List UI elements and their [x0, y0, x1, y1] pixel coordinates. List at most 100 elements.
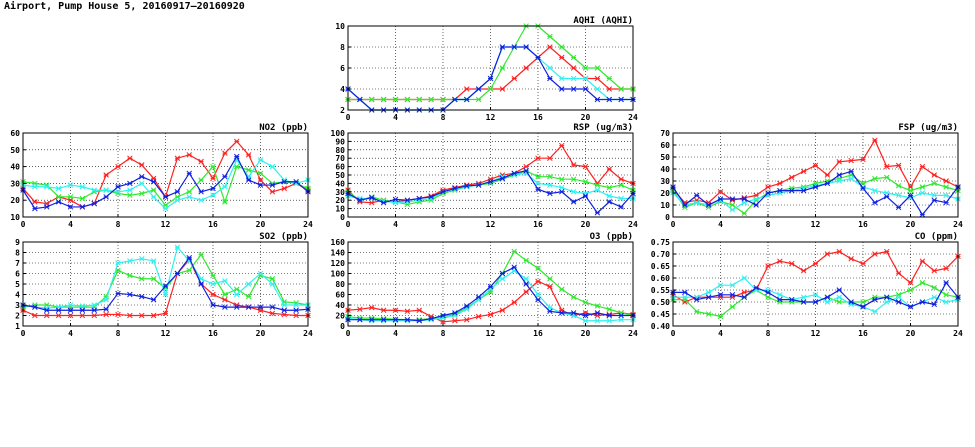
data-point-blue: [753, 284, 759, 291]
data-point-blue: [812, 299, 819, 305]
data-point-blue: [535, 54, 541, 61]
x-tick-label: 16: [533, 329, 543, 338]
data-point-green: [416, 96, 423, 103]
data-point-blue: [777, 296, 783, 303]
data-point-blue: [487, 283, 494, 290]
y-tick-label: 10: [660, 201, 670, 210]
y-tick-label: 4: [15, 291, 20, 300]
data-point-blue: [535, 186, 541, 193]
data-point-red: [570, 162, 577, 168]
x-tick-label: 20: [581, 220, 591, 229]
data-point-green: [440, 96, 446, 103]
data-point-cyan: [103, 187, 109, 193]
data-point-green: [523, 257, 529, 264]
data-point-blue: [919, 211, 926, 218]
data-point-blue: [883, 193, 890, 200]
data-point-blue: [788, 187, 795, 194]
y-tick-label: 2: [340, 106, 345, 115]
data-point-green: [138, 190, 145, 197]
data-point-green: [943, 184, 949, 190]
x-tick-label: 0: [671, 329, 676, 338]
y-tick-label: 0.40: [651, 322, 670, 331]
y-tick-label: 120: [331, 259, 346, 268]
data-point-red: [32, 312, 38, 319]
chart-title: FSP (ug/m3): [898, 123, 958, 133]
x-tick-label: 20: [256, 220, 266, 229]
data-point-cyan: [281, 302, 288, 308]
x-tick-label: 16: [208, 220, 218, 229]
data-point-blue: [693, 192, 700, 199]
x-tick-label: 16: [858, 220, 868, 229]
data-point-blue: [357, 316, 363, 323]
data-point-cyan: [618, 316, 624, 323]
data-point-green: [594, 182, 601, 188]
data-point-red: [812, 260, 819, 267]
data-point-cyan: [547, 65, 553, 71]
data-point-green: [368, 96, 375, 103]
x-tick-label: 8: [441, 113, 446, 122]
data-point-blue: [499, 270, 506, 277]
data-point-blue: [368, 316, 375, 323]
data-point-cyan: [43, 184, 50, 190]
data-point-green: [705, 204, 712, 211]
data-point-blue: [765, 289, 771, 296]
data-point-cyan: [943, 299, 949, 305]
data-point-green: [931, 180, 938, 187]
data-point-cyan: [717, 282, 724, 288]
data-point-blue: [547, 190, 553, 197]
x-tick-label: 4: [718, 220, 723, 229]
y-tick-label: 50: [335, 171, 345, 180]
data-point-blue: [765, 190, 771, 196]
data-point-blue: [91, 200, 98, 207]
x-tick-label: 12: [486, 220, 496, 229]
data-point-cyan: [245, 281, 252, 287]
y-tick-label: 60: [335, 291, 345, 300]
data-point-blue: [860, 185, 866, 191]
data-point-blue: [475, 294, 482, 300]
x-tick-label: 12: [486, 113, 496, 122]
y-tick-label: 20: [10, 196, 20, 205]
data-point-red: [919, 163, 926, 170]
data-point-blue: [618, 204, 624, 210]
data-point-blue: [32, 205, 38, 212]
data-point-cyan: [115, 260, 121, 266]
data-point-red: [741, 289, 748, 296]
data-point-red: [499, 307, 506, 314]
chart-title: RSP (ug/m3): [573, 123, 633, 133]
data-point-red: [848, 256, 854, 262]
x-tick-label: 12: [161, 329, 171, 338]
data-point-red: [32, 199, 38, 205]
data-point-blue: [186, 170, 193, 177]
data-point-blue: [872, 296, 878, 303]
data-point-blue: [127, 291, 133, 298]
data-point-green: [729, 304, 736, 310]
data-point-cyan: [127, 258, 133, 264]
data-point-green: [547, 275, 553, 282]
data-point-green: [883, 174, 890, 181]
x-tick-label: 0: [21, 220, 26, 229]
data-point-cyan: [594, 86, 601, 92]
data-point-blue: [618, 312, 624, 319]
data-point-blue: [570, 199, 577, 205]
data-point-blue: [693, 296, 700, 303]
data-point-green: [618, 182, 624, 188]
x-tick-label: 8: [766, 329, 771, 338]
data-point-red: [907, 280, 914, 286]
data-point-green: [233, 286, 240, 293]
data-point-cyan: [162, 291, 169, 298]
y-tick-label: 80: [335, 280, 345, 289]
data-point-green: [210, 272, 216, 279]
data-point-green: [535, 173, 541, 180]
data-point-red: [693, 197, 700, 203]
data-point-blue: [499, 175, 506, 182]
x-tick-label: 0: [346, 113, 351, 122]
data-point-red: [55, 312, 62, 319]
data-point-red: [138, 162, 145, 168]
data-point-green: [150, 187, 157, 193]
data-point-red: [943, 265, 949, 272]
data-point-red: [788, 174, 795, 181]
data-point-green: [138, 275, 145, 282]
data-point-blue: [67, 307, 74, 314]
data-point-cyan: [895, 192, 902, 199]
